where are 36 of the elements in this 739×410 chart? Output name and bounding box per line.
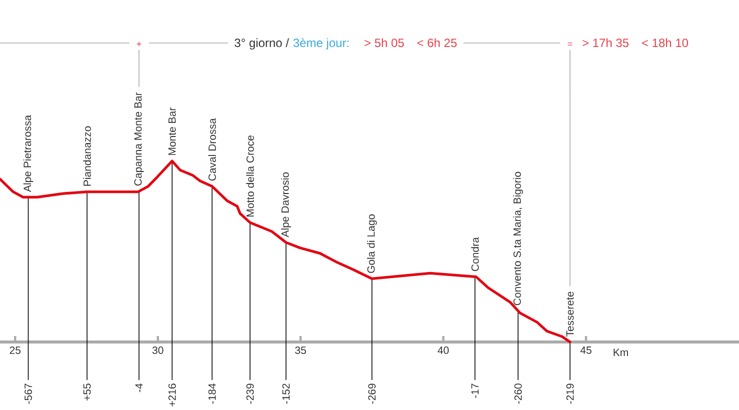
text: -269 bbox=[368, 384, 376, 404]
text: -4 bbox=[135, 384, 143, 392]
ref-line-label: Alpe Davrosio bbox=[281, 172, 291, 238]
chart-title: 3° giorno / bbox=[234, 38, 290, 50]
text: -17 bbox=[471, 384, 479, 398]
x-tick-label: 25 bbox=[10, 346, 21, 354]
ref-line-label: Motto della Croce bbox=[246, 136, 254, 216]
text: > 17h 35 bbox=[582, 38, 629, 48]
x-axis-title: Km bbox=[614, 348, 628, 356]
ref-line-label: Alpe Pietrarossa bbox=[23, 114, 34, 192]
text: = bbox=[568, 42, 572, 46]
text: > 5h 05 bbox=[364, 38, 404, 48]
text: +216 bbox=[168, 384, 176, 406]
text: +55 bbox=[83, 384, 91, 400]
text: -219 bbox=[566, 384, 574, 404]
text: -152 bbox=[282, 384, 290, 404]
text: -260 bbox=[514, 384, 522, 404]
chart-subtitle: 3ème jour: bbox=[293, 38, 349, 50]
text: -567 bbox=[24, 384, 32, 404]
ref-line-label: Monte Bar bbox=[168, 108, 176, 155]
x-tick-label: 35 bbox=[295, 346, 306, 354]
ref-line-label: Gola di Lago bbox=[367, 214, 377, 273]
text: + bbox=[136, 42, 142, 46]
text: -184 bbox=[208, 384, 216, 404]
text: -239 bbox=[246, 384, 254, 404]
ref-line-label: Tesserete bbox=[566, 292, 574, 337]
ref-line-label: Condra bbox=[471, 237, 479, 272]
text: < 18h 10 bbox=[642, 38, 688, 48]
x-tick-label: 30 bbox=[152, 346, 164, 354]
ref-line-label: Capanna Monte Bar bbox=[134, 92, 144, 186]
ref-line-label: Caval Drossa bbox=[208, 118, 216, 181]
ref-line-label: Piandanazzo bbox=[83, 126, 91, 186]
x-tick-label: 40 bbox=[438, 346, 449, 354]
ref-line-label: Convento S.ta Maria, Bigorio bbox=[513, 172, 523, 306]
x-tick-label: 45 bbox=[580, 346, 592, 354]
text: < 6h 25 bbox=[417, 38, 457, 48]
